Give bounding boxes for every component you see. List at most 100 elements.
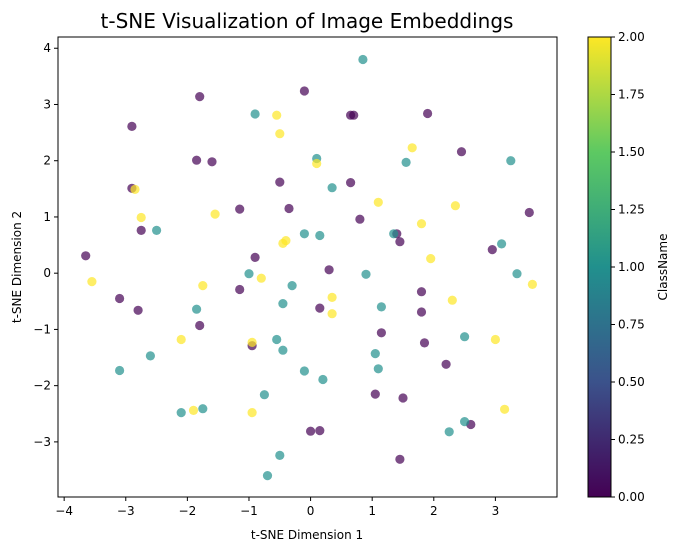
colorbar — [587, 36, 612, 498]
scatter-point-class-1 — [512, 269, 522, 279]
scatter-point-class-2 — [130, 184, 140, 194]
scatter-point-class-1 — [370, 349, 380, 359]
scatter-point-class-1 — [152, 225, 162, 235]
scatter-point-class-1 — [401, 157, 411, 167]
scatter-point-class-1 — [389, 229, 399, 239]
scatter-point-class-1 — [272, 334, 282, 345]
scatter-point-class-1 — [358, 54, 368, 65]
scatter-point-class-0 — [370, 389, 380, 399]
scatter-point-class-1 — [506, 156, 516, 166]
x-tick-label: 3 — [492, 504, 500, 518]
y-tick-label: 4 — [43, 41, 51, 55]
scatter-point-class-2 — [527, 279, 538, 289]
scatter-point-class-1 — [259, 390, 269, 400]
colorbar-tick-label: 1.25 — [618, 203, 645, 217]
scatter-point-class-2 — [198, 281, 208, 291]
scatter-point-class-0 — [487, 245, 497, 255]
scatter-point-class-0 — [275, 177, 285, 187]
scatter-point-class-1 — [192, 304, 202, 314]
scatter-point-class-1 — [262, 471, 273, 481]
y-tick-label: −1 — [33, 322, 51, 336]
colorbar-ticks: 0.00 0.25 0.50 0.75 1.00 1.25 1.50 1.75 2.00 — [611, 30, 645, 504]
colorbar-tick-label: 0.00 — [618, 490, 645, 504]
scatter-point-class-2 — [327, 309, 337, 319]
scatter-point-class-0 — [133, 305, 143, 315]
scatter-point-class-2 — [312, 158, 322, 169]
scatter-point-class-2 — [327, 292, 337, 302]
scatter-point-class-0 — [136, 225, 146, 235]
scatter-point-class-1 — [327, 183, 337, 193]
x-tick-label: −1 — [240, 504, 258, 518]
chart-title: t-SNE Visualization of Image Embeddings — [101, 9, 514, 33]
scatter-point-class-1 — [361, 269, 371, 279]
scatter-point-class-0 — [235, 284, 245, 295]
scatter-point-class-2 — [490, 334, 500, 345]
scatter-point-class-1 — [460, 417, 470, 427]
colorbar-tick-label: 1.50 — [618, 145, 645, 159]
y-tick-label: −3 — [33, 435, 51, 449]
scatter-point-class-1 — [376, 302, 386, 312]
x-axis-label: t-SNE Dimension 1 — [251, 528, 363, 542]
scatter-point-class-0 — [250, 252, 260, 262]
scatter-point-class-2 — [450, 201, 460, 211]
scatter-point-class-2 — [426, 254, 436, 264]
colorbar-label: ClassName — [656, 234, 670, 301]
scatter-point-class-2 — [256, 273, 266, 283]
x-tick-label: 2 — [430, 504, 438, 518]
y-tick-label: 1 — [43, 210, 51, 224]
x-axis-ticks: −4 −3 −2 −1 0 1 2 3 — [55, 497, 499, 518]
scatter-point-class-0 — [315, 303, 325, 313]
scatter-point-class-2 — [416, 219, 427, 229]
scatter-point-class-0 — [115, 293, 125, 304]
scatter-point-class-0 — [395, 237, 405, 247]
scatter-point-class-1 — [373, 364, 383, 374]
colorbar-tick-label: 1.00 — [618, 260, 645, 274]
y-tick-label: 0 — [43, 266, 51, 280]
scatter-point-class-0 — [398, 393, 408, 403]
points-layer — [81, 54, 538, 481]
scatter-point-class-2 — [373, 197, 383, 207]
scatter-point-class-0 — [441, 359, 451, 369]
y-tick-label: 3 — [43, 97, 51, 111]
plot-frame — [57, 36, 558, 498]
colorbar-tick-label: 1.75 — [618, 88, 645, 102]
x-tick-label: −4 — [55, 504, 73, 518]
scatter-point-class-1 — [250, 109, 260, 119]
scatter-point-class-0 — [456, 147, 467, 157]
scatter-point-class-1 — [275, 450, 285, 460]
scatter-point-class-0 — [195, 92, 205, 102]
scatter-point-class-0 — [419, 338, 430, 348]
scatter-point-class-1 — [198, 404, 208, 414]
scatter-point-class-0 — [299, 86, 309, 96]
scatter-point-class-2 — [210, 209, 220, 219]
scatter-point-class-0 — [306, 426, 316, 436]
scatter-point-class-1 — [299, 229, 309, 239]
x-tick-label: 1 — [368, 504, 376, 518]
scatter-point-class-0 — [195, 320, 205, 331]
scatter-point-class-1 — [460, 332, 470, 342]
scatter-point-class-2 — [447, 295, 457, 305]
scatter-point-class-0 — [395, 454, 405, 464]
scatter-point-class-1 — [278, 299, 288, 309]
scatter-point-class-0 — [416, 287, 427, 297]
scatter-point-class-1 — [244, 269, 254, 279]
scatter-point-class-0 — [355, 214, 365, 224]
scatter-point-class-0 — [524, 207, 534, 218]
scatter-point-class-2 — [281, 236, 291, 246]
scatter-point-class-1 — [497, 239, 507, 249]
scatter-point-class-0 — [315, 426, 325, 436]
scatter-point-class-2 — [247, 408, 257, 418]
scatter-point-class-0 — [81, 251, 91, 261]
scatter-point-class-2 — [500, 404, 510, 414]
scatter-point-class-1 — [315, 230, 325, 241]
scatter-point-class-0 — [376, 328, 386, 338]
scatter-point-class-0 — [416, 307, 427, 317]
y-tick-label: 2 — [43, 154, 51, 168]
scatter-point-class-0 — [423, 108, 433, 119]
scatter-point-class-2 — [272, 110, 282, 120]
scatter-point-class-0 — [346, 178, 356, 188]
scatter-point-class-2 — [176, 334, 186, 345]
scatter-point-class-0 — [284, 203, 294, 214]
